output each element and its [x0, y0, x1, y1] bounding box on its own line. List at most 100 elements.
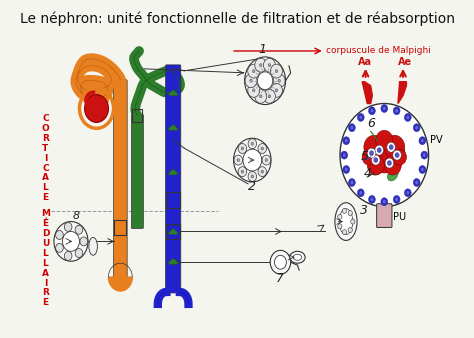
FancyBboxPatch shape	[165, 65, 181, 293]
Circle shape	[357, 189, 364, 197]
Circle shape	[374, 158, 378, 163]
Circle shape	[234, 155, 243, 165]
Text: PU: PU	[393, 212, 406, 222]
Ellipse shape	[379, 131, 390, 143]
Circle shape	[241, 147, 244, 150]
Ellipse shape	[335, 203, 357, 240]
Text: 8: 8	[73, 211, 80, 221]
Circle shape	[259, 64, 262, 67]
Text: 3: 3	[360, 203, 368, 217]
Ellipse shape	[387, 169, 398, 181]
Text: L: L	[43, 183, 48, 192]
Circle shape	[387, 161, 392, 166]
Circle shape	[245, 57, 285, 104]
FancyBboxPatch shape	[114, 80, 127, 278]
Circle shape	[264, 58, 275, 72]
Circle shape	[420, 139, 424, 143]
Circle shape	[383, 200, 386, 204]
Circle shape	[55, 243, 64, 252]
Circle shape	[423, 153, 426, 157]
Circle shape	[359, 191, 363, 195]
Text: R: R	[42, 134, 49, 143]
Circle shape	[253, 70, 255, 73]
Circle shape	[255, 89, 267, 103]
Circle shape	[237, 159, 239, 162]
Circle shape	[381, 198, 388, 206]
Circle shape	[393, 195, 400, 203]
Circle shape	[275, 89, 278, 92]
Circle shape	[415, 180, 419, 185]
Text: M: M	[41, 209, 50, 218]
Circle shape	[253, 89, 255, 92]
Circle shape	[383, 106, 386, 111]
Circle shape	[264, 89, 275, 103]
Circle shape	[348, 124, 356, 132]
Circle shape	[63, 232, 80, 251]
Polygon shape	[109, 277, 132, 291]
Circle shape	[348, 227, 352, 233]
Circle shape	[271, 83, 283, 97]
Circle shape	[415, 126, 419, 130]
Circle shape	[257, 72, 273, 90]
Circle shape	[419, 166, 426, 173]
Circle shape	[404, 114, 411, 121]
Text: L: L	[43, 259, 48, 268]
Text: D: D	[42, 229, 49, 238]
Circle shape	[359, 115, 363, 119]
Circle shape	[351, 219, 355, 224]
Circle shape	[406, 191, 410, 195]
FancyArrow shape	[168, 90, 179, 96]
Circle shape	[262, 155, 271, 165]
FancyBboxPatch shape	[377, 204, 392, 227]
Circle shape	[75, 248, 83, 258]
Circle shape	[271, 64, 283, 78]
Ellipse shape	[363, 150, 375, 160]
Circle shape	[368, 107, 375, 115]
Circle shape	[345, 139, 348, 143]
Circle shape	[404, 189, 411, 197]
Text: Le néphron: unité fonctionnelle de filtration et de réabsorption: Le néphron: unité fonctionnelle de filtr…	[19, 11, 455, 26]
Circle shape	[245, 74, 257, 88]
Circle shape	[367, 148, 376, 158]
Circle shape	[387, 142, 395, 152]
Text: E: E	[42, 298, 48, 307]
Circle shape	[261, 170, 264, 173]
Circle shape	[238, 167, 246, 176]
Text: PV: PV	[430, 135, 443, 145]
Circle shape	[364, 135, 384, 159]
Circle shape	[362, 149, 376, 165]
FancyArrow shape	[168, 169, 179, 175]
Ellipse shape	[89, 237, 97, 255]
Circle shape	[350, 126, 354, 130]
Circle shape	[372, 155, 380, 165]
Circle shape	[384, 135, 405, 159]
Circle shape	[75, 225, 83, 234]
Circle shape	[395, 153, 399, 158]
Circle shape	[413, 178, 420, 187]
Circle shape	[84, 95, 109, 122]
Circle shape	[385, 158, 394, 168]
Circle shape	[420, 168, 424, 171]
Circle shape	[376, 130, 393, 150]
Text: E: E	[42, 193, 48, 202]
Circle shape	[268, 95, 271, 98]
Circle shape	[337, 224, 342, 229]
Text: A: A	[42, 269, 49, 277]
FancyBboxPatch shape	[131, 115, 143, 228]
Circle shape	[421, 151, 428, 159]
Circle shape	[348, 178, 356, 187]
Circle shape	[340, 103, 428, 207]
Text: 2: 2	[248, 180, 256, 193]
Polygon shape	[398, 82, 406, 103]
Circle shape	[234, 138, 271, 182]
Circle shape	[350, 180, 354, 185]
Circle shape	[369, 151, 374, 155]
Text: C: C	[42, 164, 49, 172]
Circle shape	[64, 251, 72, 260]
Ellipse shape	[290, 251, 305, 263]
Ellipse shape	[370, 164, 381, 176]
Circle shape	[343, 137, 350, 145]
Text: I: I	[44, 153, 47, 163]
Polygon shape	[362, 82, 373, 103]
Circle shape	[367, 155, 384, 175]
